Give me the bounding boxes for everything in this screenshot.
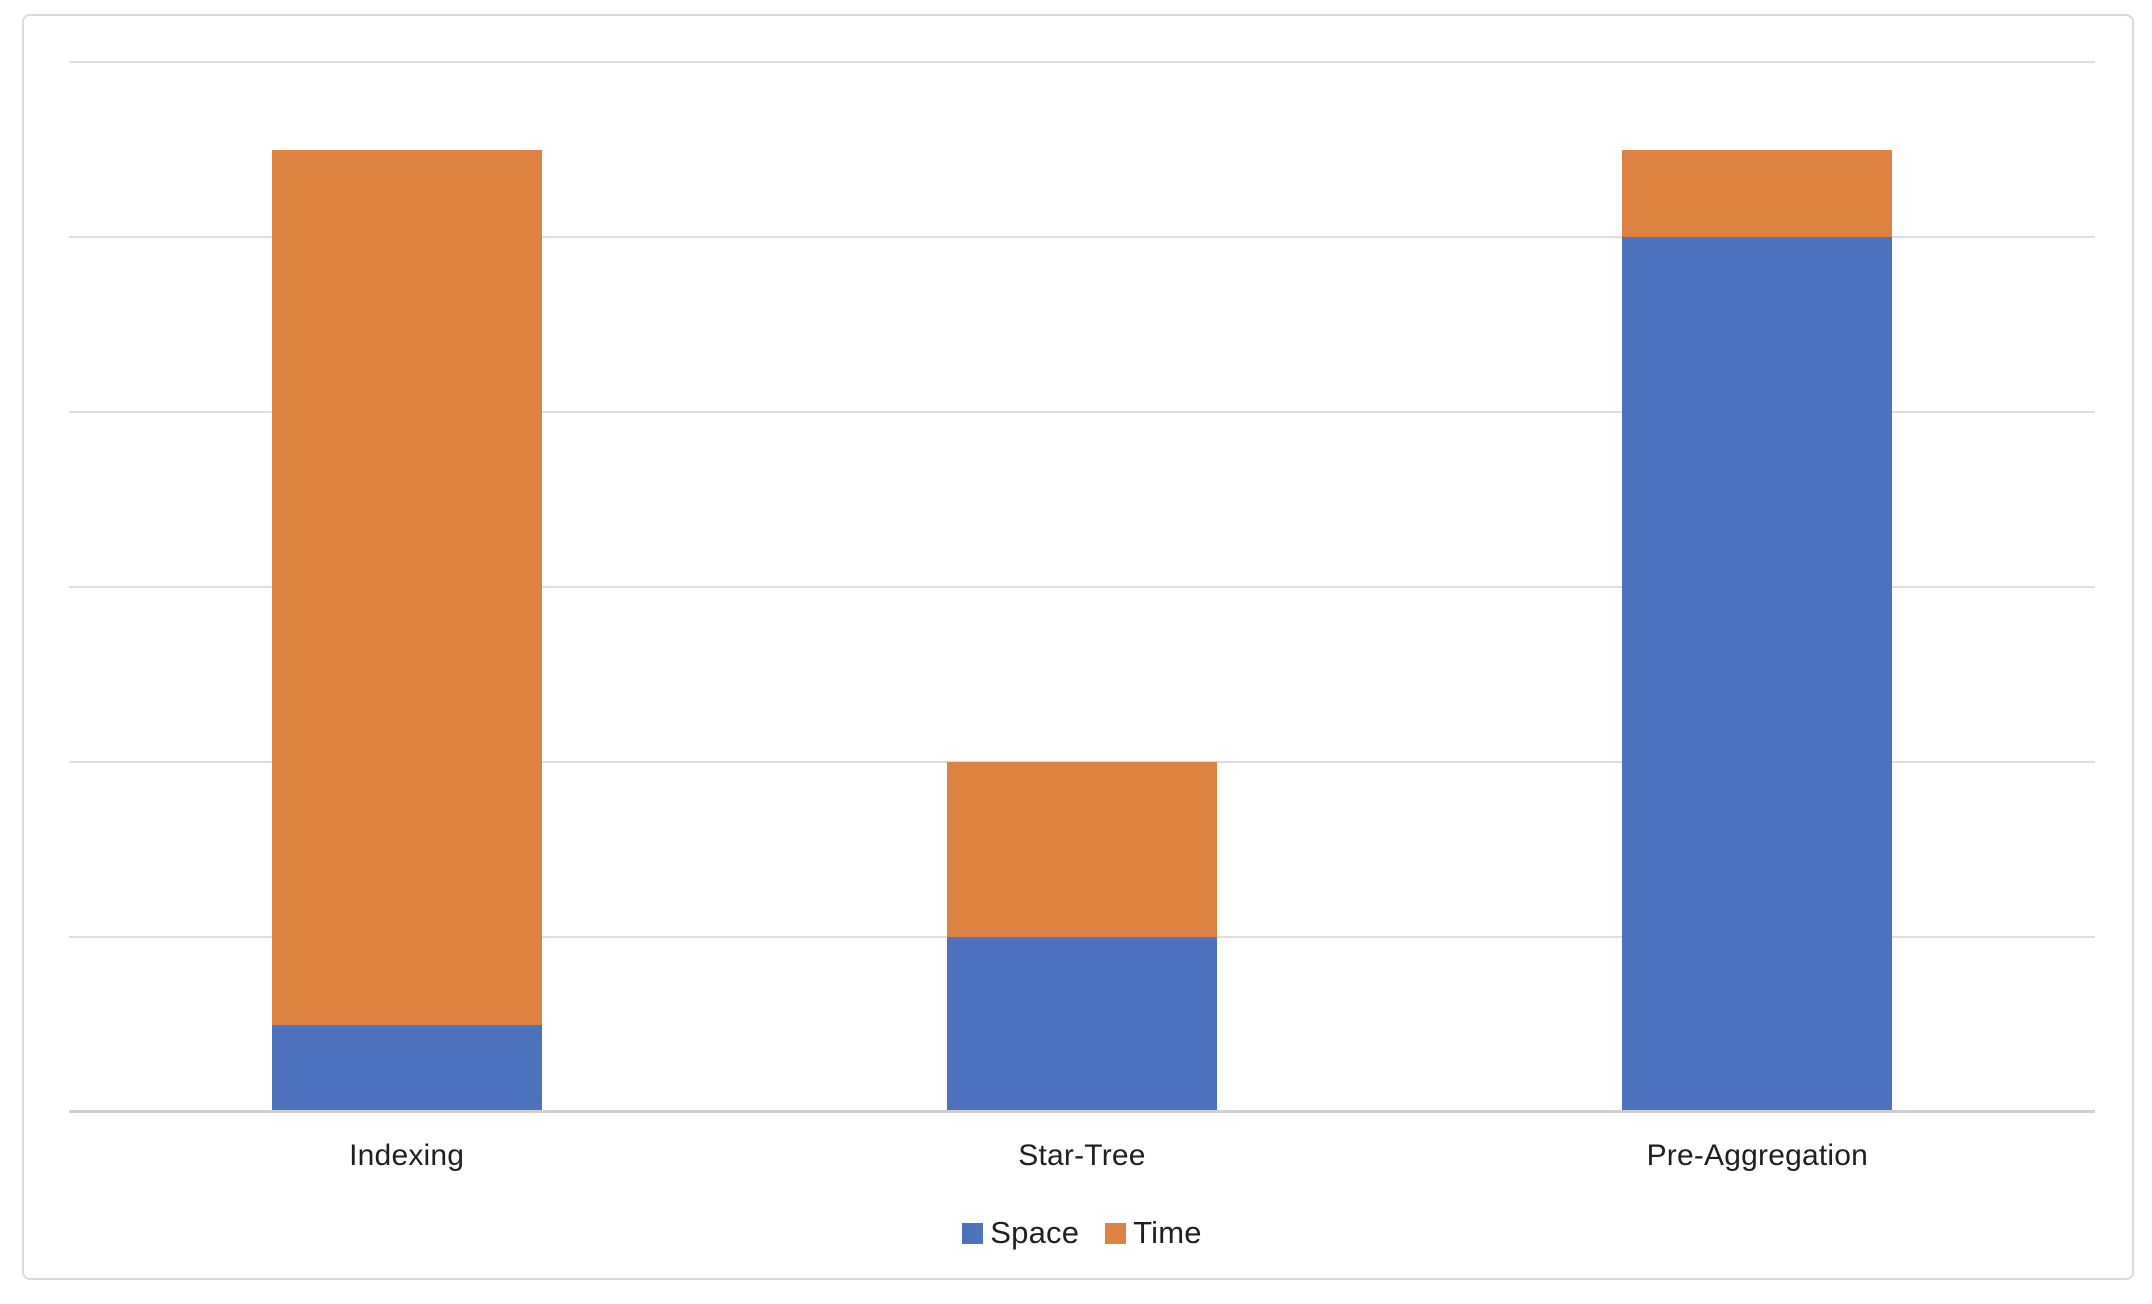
bar-indexing-space (271, 1024, 542, 1112)
bar-pre-aggregation-space (1622, 237, 1893, 1112)
legend-item-time: Time (1105, 1215, 1202, 1251)
bar-indexing-time (271, 149, 542, 1025)
x-label-star-tree: Star-Tree (1018, 1139, 1146, 1172)
legend-label: Time (1133, 1215, 1202, 1250)
gridline (69, 236, 2095, 238)
bar-pre-aggregation-time (1622, 149, 1893, 237)
x-label-indexing: Indexing (349, 1139, 465, 1172)
gridline (69, 61, 2095, 63)
legend-item-space: Space (962, 1215, 1079, 1251)
bar-star-tree-time (947, 762, 1217, 937)
x-label-pre-aggregation: Pre-Aggregation (1646, 1139, 1869, 1172)
legend-swatch-icon (1105, 1222, 1127, 1244)
gridline (69, 411, 2095, 413)
chart-frame: Indexing Star-Tree Pre-Aggregation Space Ti… (22, 14, 2134, 1280)
gridline (69, 586, 2095, 588)
x-axis-line (69, 1110, 2095, 1113)
legend: Space Time (69, 1208, 2095, 1258)
bar-star-tree-space (947, 937, 1217, 1112)
plot-area (69, 61, 2095, 1113)
legend-swatch-icon (962, 1222, 984, 1244)
x-axis-labels: Indexing Star-Tree Pre-Aggregation (69, 1134, 2095, 1178)
legend-label: Space (990, 1215, 1080, 1250)
